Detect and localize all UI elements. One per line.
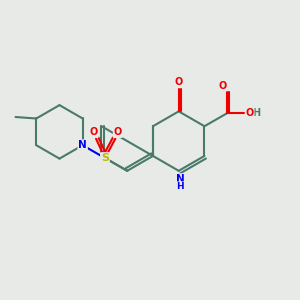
Text: N: N <box>176 174 184 184</box>
Text: O: O <box>114 127 122 137</box>
Text: O: O <box>89 127 98 137</box>
Text: O: O <box>175 76 183 87</box>
Text: O: O <box>245 108 254 118</box>
Text: H: H <box>252 108 260 118</box>
Text: H: H <box>176 182 184 191</box>
Text: N: N <box>78 140 87 150</box>
Text: O: O <box>218 80 226 91</box>
Text: S: S <box>101 153 109 163</box>
